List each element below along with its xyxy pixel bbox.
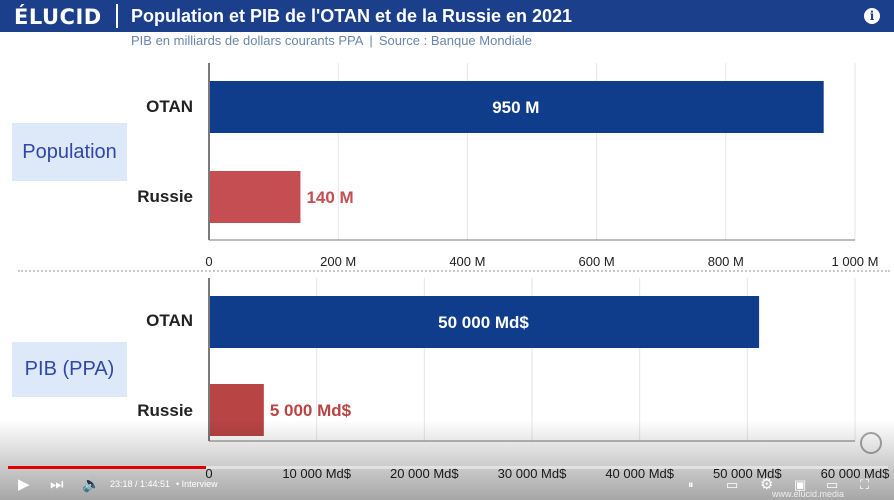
volume-icon[interactable]: 🔊 bbox=[82, 476, 101, 493]
category-label-russie-pib: Russie bbox=[137, 401, 193, 420]
x-tick-label: 40 000 Md$ bbox=[605, 466, 674, 481]
x-tick-label: 20 000 Md$ bbox=[390, 466, 459, 481]
watermark: www.elucid.media bbox=[772, 489, 845, 499]
progress-fill[interactable] bbox=[8, 466, 206, 469]
bar-russie bbox=[210, 171, 301, 223]
pib-bar-chart: 0 10 000 Md$ 20 000 Md$ 30 000 Md$ 40 000 Md… bbox=[205, 278, 890, 481]
x-tick-label: 0 bbox=[205, 254, 212, 269]
chapter-label[interactable]: • Interview bbox=[176, 479, 218, 489]
settings-icon[interactable]: ⚙ bbox=[760, 476, 774, 493]
bar-russie bbox=[210, 384, 264, 436]
fullscreen-icon[interactable]: ⛶ bbox=[860, 477, 870, 492]
miniplayer-icon[interactable]: ▣ bbox=[794, 477, 807, 492]
time-display: 23:18 / 1:44:51 bbox=[110, 479, 171, 489]
progress-track[interactable] bbox=[8, 466, 888, 469]
data-label: 140 M bbox=[306, 188, 353, 207]
header-separator bbox=[116, 4, 118, 28]
x-tick-label: 800 M bbox=[708, 254, 744, 269]
data-label: 5 000 Md$ bbox=[270, 401, 352, 420]
header-bar: ÉLUCID Population et PIB de l'OTAN et de… bbox=[0, 0, 894, 32]
play-icon[interactable]: ▶ bbox=[18, 476, 30, 493]
x-tick-label: 600 M bbox=[579, 254, 615, 269]
subtitle-separator: | bbox=[369, 33, 373, 48]
data-label: 50 000 Md$ bbox=[438, 313, 529, 332]
bar-otan bbox=[210, 296, 760, 348]
x-tick-label: 50 000 Md$ bbox=[713, 466, 782, 481]
x-tick-label: 10 000 Md$ bbox=[282, 466, 351, 481]
x-tick-label: 30 000 Md$ bbox=[498, 466, 567, 481]
category-label-otan-pib: OTAN bbox=[146, 311, 193, 330]
source-text: Source : Banque Mondiale bbox=[378, 33, 533, 48]
category-label-russie-population: Russie bbox=[137, 187, 193, 206]
info-icon[interactable]: i bbox=[864, 8, 880, 24]
data-label: 950 M bbox=[492, 98, 539, 117]
x-tick-label: 400 M bbox=[449, 254, 485, 269]
autoplay-toggle-icon[interactable]: ⏸ bbox=[688, 479, 694, 491]
player-controls: ▶ ⏭ 🔊 23:18 / 1:44:51 • Interview ⏸ ▭ ⚙ … bbox=[0, 472, 894, 500]
bar-otan bbox=[210, 81, 824, 133]
x-tick-label: 1 000 M bbox=[832, 254, 879, 269]
category-label-otan-population: OTAN bbox=[146, 97, 193, 116]
subtitles-icon[interactable]: ▭ bbox=[726, 477, 739, 492]
chart-title: Population et PIB de l'OTAN et de la Rus… bbox=[131, 6, 573, 26]
next-icon[interactable]: ⏭ bbox=[50, 476, 64, 493]
section-label-population: Population bbox=[12, 123, 127, 181]
section-divider bbox=[18, 270, 890, 272]
theater-icon[interactable]: ▭ bbox=[826, 477, 839, 492]
elucid-logo[interactable]: ÉLUCID bbox=[14, 5, 102, 29]
x-tick-label: 60 000 Md$ bbox=[821, 466, 890, 481]
chart-subtitle: PIB en milliards de dollars courants PPA… bbox=[131, 33, 532, 48]
x-tick-label: 200 M bbox=[320, 254, 356, 269]
x-tick-label: 0 bbox=[205, 466, 212, 481]
population-bar-chart: 0 200 M 400 M 600 M 800 M 1 000 M 950 M 140 M bbox=[205, 63, 879, 269]
section-label-pib: PIB (PPA) bbox=[12, 342, 127, 397]
subtitle-text: PIB en milliards de dollars courants PPA bbox=[131, 33, 364, 48]
lightbulb-icon[interactable] bbox=[860, 432, 882, 454]
